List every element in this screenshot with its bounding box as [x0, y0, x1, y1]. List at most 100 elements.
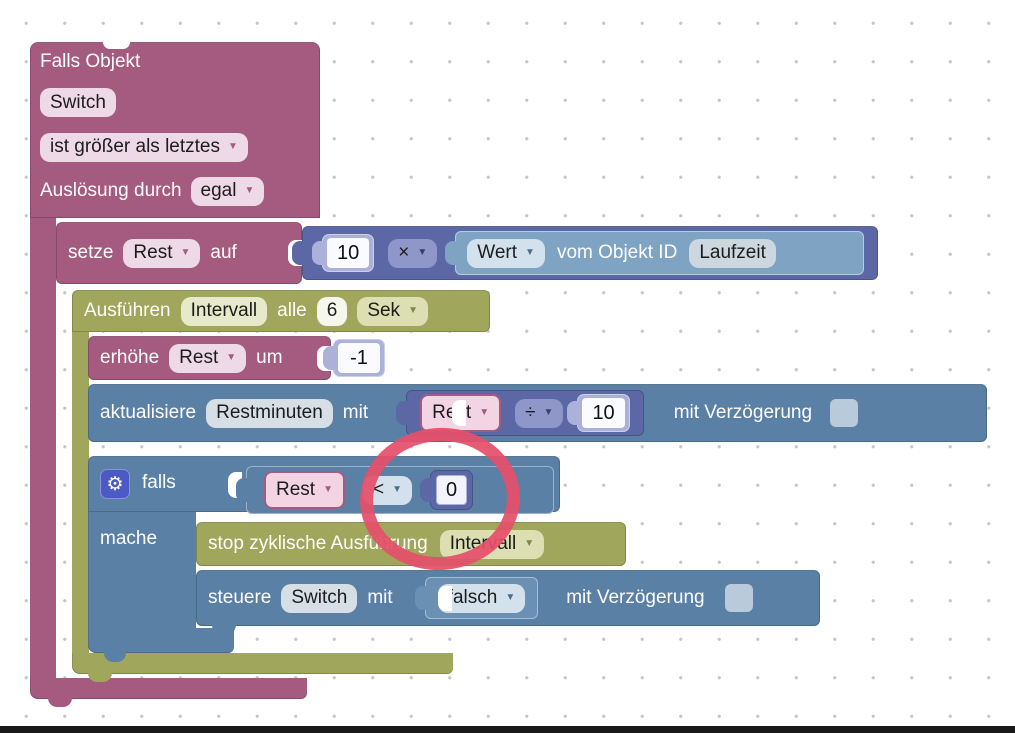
block-update-state[interactable]: aktualisiere Restminuten mit Rest ▼ ÷ ▼ … [88, 384, 987, 442]
stop-label: stop zyklische Ausführung [208, 533, 428, 554]
block-stop-interval[interactable]: stop zyklische Ausführung Intervall ▼ [196, 522, 626, 566]
dropdown-arrow-icon: ▼ [479, 407, 490, 418]
trigger-mode-value: egal [200, 180, 237, 202]
trigger-block-bottom-tab [48, 698, 72, 707]
trigger-block-spine[interactable] [30, 216, 56, 680]
interval-unit-value: Sek [367, 300, 401, 321]
control-delay-checkbox[interactable] [724, 584, 753, 612]
multiply-left-value[interactable]: 10 [327, 238, 370, 268]
if-block-bottom-tab [104, 652, 126, 662]
update-with-label: mit [342, 402, 369, 423]
block-logic-boolean[interactable]: falsch ▼ [414, 577, 539, 619]
increment-delta-value[interactable]: -1 [338, 343, 380, 373]
update-keyword: aktualisiere [100, 402, 197, 423]
control-object-field[interactable]: Switch [281, 583, 358, 613]
stop-name-dropdown[interactable]: Intervall ▼ [439, 529, 545, 559]
interval-keyword: Ausführen [84, 300, 171, 321]
control-with-label: mit [367, 587, 393, 608]
interval-name-field[interactable]: Intervall [180, 296, 268, 326]
getter-attribute-dropdown[interactable]: Wert ▼ [467, 238, 545, 268]
divide-operator-value: ÷ [525, 402, 536, 423]
value-connector [420, 478, 432, 502]
getter-object-id-field[interactable]: Laufzeit [689, 238, 776, 268]
interval-value: 6 [326, 300, 338, 321]
if-block-do-column[interactable] [88, 510, 196, 629]
compare-operator-dropdown[interactable]: < ▼ [362, 475, 412, 505]
update-object-field[interactable]: Restminuten [206, 398, 333, 428]
set-suffix: auf [210, 242, 237, 263]
interval-unit-dropdown[interactable]: Sek ▼ [357, 296, 428, 326]
block-control-state[interactable]: steuere Switch mit falsch ▼ mit Verzöger… [196, 570, 820, 626]
interval-block-bottom-bar[interactable] [72, 653, 453, 674]
interval-name-value: Intervall [190, 300, 258, 321]
dropdown-arrow-icon: ▼ [228, 141, 238, 153]
multiply-left-number[interactable]: 10 [312, 234, 375, 272]
value-connector [414, 586, 427, 610]
dropdown-arrow-icon: ▼ [226, 352, 237, 363]
block-get-object-value[interactable]: Wert ▼ vom Objekt ID Laufzeit [445, 231, 865, 275]
update-delay-label: mit Verzögerung [673, 402, 813, 423]
set-keyword: setze [68, 242, 114, 263]
block-logic-compare[interactable]: Rest ▼ < ▼ 0 [236, 466, 554, 514]
block-if[interactable]: ⚙ falls Rest ▼ < ▼ 0 [88, 456, 560, 514]
dropdown-arrow-icon: ▼ [505, 592, 516, 603]
control-delay-label: mit Verzögerung [566, 587, 705, 608]
compare-variable-value: Rest [276, 479, 316, 500]
trigger-condition-value: ist größer als letztes [50, 136, 220, 158]
getter-attribute-value: Wert [477, 242, 518, 263]
value-connector [567, 401, 580, 425]
dropdown-arrow-icon: ▼ [524, 538, 535, 549]
value-connector [445, 241, 458, 265]
trigger-mode-dropdown[interactable]: egal ▼ [190, 176, 265, 206]
getter-object-id-value: Laufzeit [699, 242, 766, 263]
trigger-block-bottom-bar[interactable] [30, 678, 307, 699]
boolean-value: falsch [447, 587, 498, 608]
dropdown-arrow-icon: ▼ [392, 484, 402, 495]
trigger-object-value: Switch [50, 91, 106, 113]
value-connector [312, 241, 324, 265]
set-variable-dropdown[interactable]: Rest ▼ [123, 238, 201, 268]
block-number-delta[interactable]: -1 [323, 339, 385, 377]
gear-icon[interactable]: ⚙ [100, 469, 130, 499]
variable-chip-rest[interactable]: Rest ▼ [264, 471, 345, 509]
trigger-condition-dropdown[interactable]: ist größer als letztes ▼ [40, 132, 248, 162]
statement-notch [103, 42, 130, 49]
compare-value[interactable]: 0 [436, 475, 468, 505]
value-connector [292, 241, 304, 265]
block-math-multiply[interactable]: 10 × ▼ Wert ▼ vom Objekt ID Laufzeit [292, 226, 878, 280]
if-block-bottom-bar[interactable] [88, 628, 234, 653]
trigger-mode-label: Auslösung durch [40, 180, 182, 202]
multiply-operator-value: × [398, 242, 410, 263]
dropdown-arrow-icon: ▼ [180, 247, 191, 258]
compare-operator-value: < [372, 479, 385, 500]
trigger-object-field[interactable]: Switch [40, 88, 116, 118]
interval-every-label: alle [277, 300, 307, 321]
multiply-operator-dropdown[interactable]: × ▼ [388, 238, 438, 268]
value-connector [323, 346, 335, 370]
block-execute-interval[interactable]: Ausführen Intervall alle 6 Sek ▼ [72, 290, 490, 332]
interval-block-bottom-tab [88, 673, 112, 682]
divide-operator-dropdown[interactable]: ÷ ▼ [515, 398, 564, 428]
dropdown-arrow-icon: ▼ [323, 484, 333, 495]
update-delay-checkbox[interactable] [830, 399, 859, 427]
bottom-black-bar [0, 726, 1015, 733]
boolean-value-dropdown[interactable]: falsch ▼ [437, 583, 526, 613]
increment-keyword: erhöhe [100, 347, 160, 368]
dropdown-arrow-icon: ▼ [525, 247, 535, 258]
interval-value-field[interactable]: 6 [316, 296, 348, 326]
increment-variable-dropdown[interactable]: Rest ▼ [169, 343, 247, 373]
value-input-cut [438, 586, 452, 611]
block-trigger-falls-objekt[interactable]: Falls Objekt Switch ist größer als letzt… [30, 42, 320, 218]
interval-block-spine[interactable] [72, 330, 89, 654]
divide-right-value[interactable]: 10 [582, 398, 625, 428]
block-set-variable[interactable]: setze Rest ▼ auf [56, 222, 302, 284]
update-object-value: Restminuten [216, 402, 323, 423]
value-connector [396, 401, 409, 425]
compare-value-number[interactable]: 0 [420, 470, 474, 510]
trigger-title: Falls Objekt [40, 51, 141, 72]
increment-by-label: um [256, 347, 283, 368]
if-label: falls [142, 472, 176, 493]
block-increment-variable[interactable]: erhöhe Rest ▼ um [88, 336, 331, 380]
divide-right-number[interactable]: 10 [567, 394, 630, 432]
